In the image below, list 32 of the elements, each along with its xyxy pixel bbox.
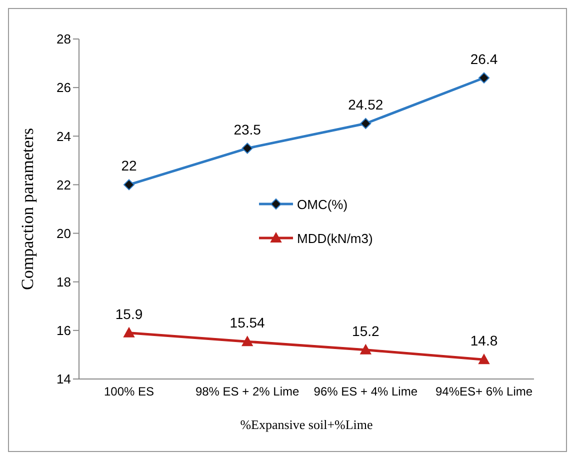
point bbox=[478, 354, 490, 364]
data-label: 15.9 bbox=[115, 306, 143, 322]
data-label: 15.54 bbox=[230, 314, 266, 331]
data-label: 14.8 bbox=[470, 332, 498, 349]
y-tick-label: 28 bbox=[56, 32, 71, 47]
y-tick-label: 20 bbox=[56, 226, 71, 241]
point bbox=[124, 179, 134, 190]
point bbox=[242, 142, 253, 154]
y-axis-title: Compaction parameters bbox=[18, 128, 38, 290]
point bbox=[478, 72, 490, 84]
point bbox=[124, 327, 134, 338]
data-label: 22 bbox=[121, 158, 137, 174]
data-label: 26.4 bbox=[470, 50, 498, 67]
data-label: 23.5 bbox=[234, 121, 262, 138]
y-tick-label: 18 bbox=[56, 274, 71, 290]
y-tick-label: 26 bbox=[56, 80, 71, 96]
legend-label: OMC(%) bbox=[297, 196, 348, 212]
data-label: 24.52 bbox=[348, 96, 384, 113]
y-tick-label: 16 bbox=[56, 323, 71, 338]
point bbox=[360, 118, 372, 130]
x-tick-label: 98% ES + 2% Lime bbox=[195, 384, 300, 399]
y-tick-label: 14 bbox=[56, 372, 71, 387]
legend-label: MDD(kN/m3) bbox=[297, 230, 373, 246]
point bbox=[360, 344, 372, 354]
x-tick-label: 96% ES + 4% Lime bbox=[314, 384, 418, 399]
x-tick-label: 94%ES+ 6% Lime bbox=[435, 384, 533, 399]
y-tick-label: 22 bbox=[56, 177, 71, 192]
x-axis-title: %Expansive soil+%Lime bbox=[240, 417, 374, 432]
x-tick-label: 100% ES bbox=[104, 384, 154, 399]
point bbox=[242, 336, 253, 346]
y-tick-label: 24 bbox=[56, 128, 71, 144]
data-label: 15.2 bbox=[352, 322, 380, 339]
